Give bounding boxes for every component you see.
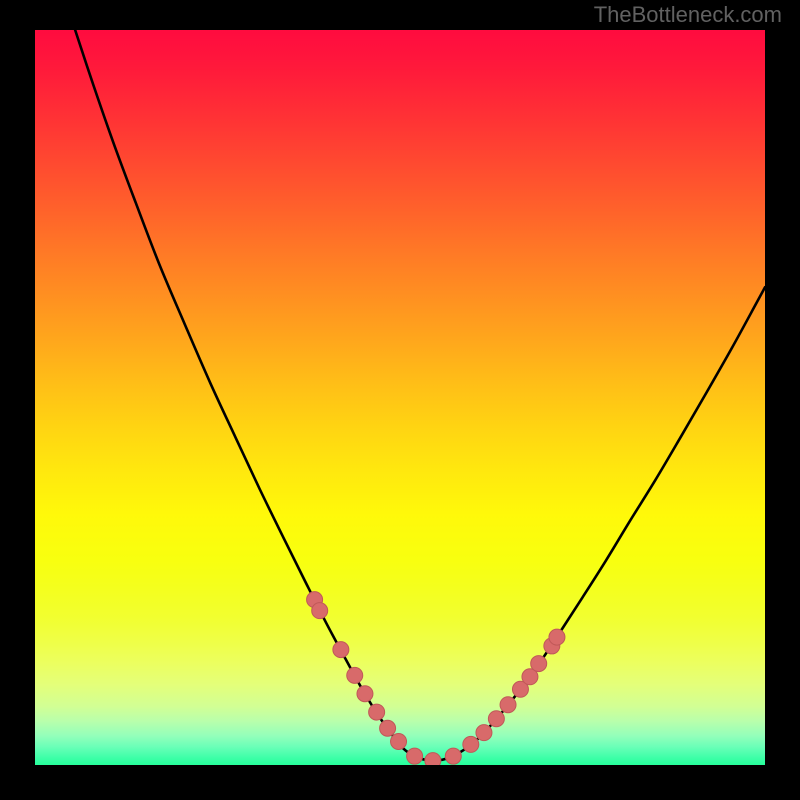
curve-marker: [549, 629, 565, 645]
curve-marker: [333, 642, 349, 658]
curve-marker: [347, 667, 363, 683]
curve-marker: [488, 711, 504, 727]
curve-marker: [476, 725, 492, 741]
curve-marker: [312, 603, 328, 619]
watermark-text: TheBottleneck.com: [594, 2, 782, 28]
curve-marker: [357, 686, 373, 702]
curve-marker: [425, 753, 441, 765]
chart-overlay-svg: [35, 30, 765, 765]
curve-marker: [369, 704, 385, 720]
curve-marker: [531, 656, 547, 672]
curve-marker: [500, 697, 516, 713]
curve-marker: [391, 733, 407, 749]
curve-marker: [463, 736, 479, 752]
curve-markers: [307, 592, 565, 765]
curve-marker: [445, 748, 461, 764]
chart-plot-area: [35, 30, 765, 765]
curve-marker: [380, 720, 396, 736]
bottleneck-curve: [75, 30, 765, 761]
curve-marker: [407, 748, 423, 764]
